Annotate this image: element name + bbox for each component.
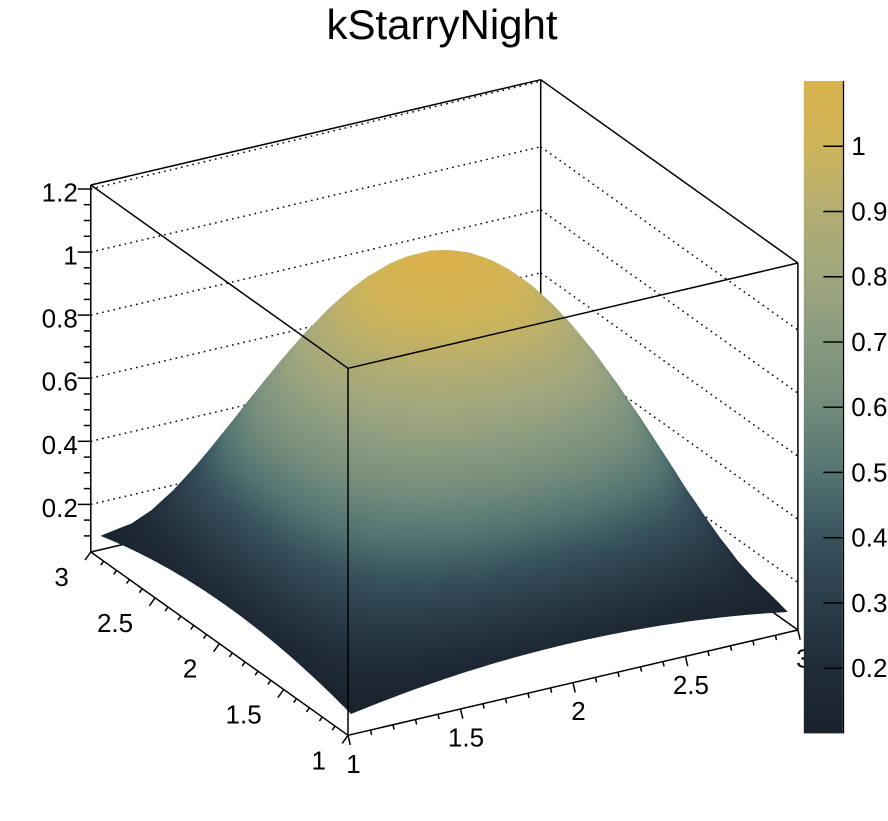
svg-text:1.2: 1.2 — [42, 178, 78, 208]
svg-text:kStarryNight: kStarryNight — [326, 1, 557, 48]
svg-text:2.5: 2.5 — [97, 608, 133, 638]
svg-text:0.9: 0.9 — [851, 197, 887, 227]
svg-text:1: 1 — [851, 131, 865, 161]
svg-text:0.6: 0.6 — [851, 392, 887, 422]
svg-text:0.4: 0.4 — [851, 523, 887, 553]
svg-text:0.4: 0.4 — [42, 430, 78, 460]
svg-text:1: 1 — [63, 241, 77, 271]
svg-text:0.7: 0.7 — [851, 327, 887, 357]
svg-text:2: 2 — [183, 654, 197, 684]
svg-text:3: 3 — [54, 562, 68, 592]
svg-text:1.5: 1.5 — [448, 723, 484, 753]
svg-text:0.3: 0.3 — [851, 588, 887, 618]
svg-text:1.5: 1.5 — [226, 700, 262, 730]
svg-text:0.6: 0.6 — [42, 367, 78, 397]
svg-text:0.2: 0.2 — [851, 653, 887, 683]
svg-text:0.2: 0.2 — [42, 493, 78, 523]
svg-text:0.5: 0.5 — [851, 457, 887, 487]
svg-text:0.8: 0.8 — [42, 304, 78, 334]
svg-text:0.8: 0.8 — [851, 262, 887, 292]
svg-text:1: 1 — [312, 745, 326, 775]
svg-text:2.5: 2.5 — [673, 670, 709, 700]
svg-text:1: 1 — [346, 749, 360, 779]
svg-text:2: 2 — [571, 696, 585, 726]
